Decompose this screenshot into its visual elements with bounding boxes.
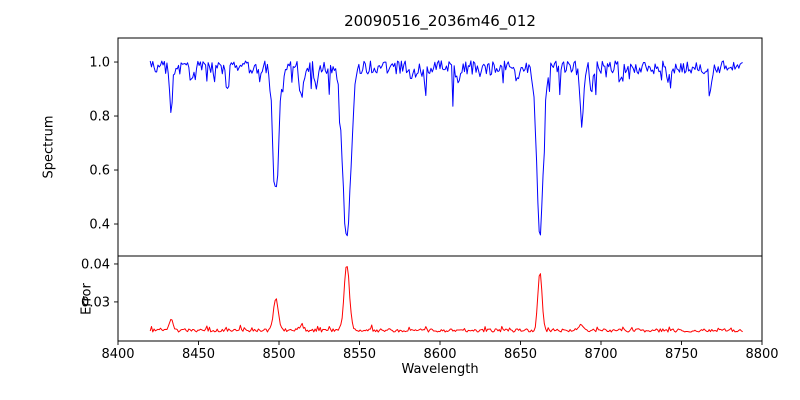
y-tick-label: 0.4 <box>89 218 110 233</box>
x-tick-label: 8600 <box>423 347 456 362</box>
y-tick-label: 0.04 <box>81 257 110 272</box>
error-axes-border <box>117 255 763 342</box>
x-tick-label: 8500 <box>262 347 295 362</box>
y-tick-label: 1.0 <box>89 56 110 71</box>
spectrum-line <box>149 60 743 237</box>
y-tick-label: 0.6 <box>89 164 110 179</box>
x-tick-label: 8700 <box>584 347 617 362</box>
x-tick-label: 8750 <box>665 347 698 362</box>
x-axis-label: Wavelength <box>401 362 479 377</box>
error-line <box>149 266 743 333</box>
x-tick-label: 8650 <box>504 347 537 362</box>
x-tick-label: 8550 <box>343 347 376 362</box>
x-tick-label: 8450 <box>182 347 215 362</box>
x-tick-label: 8400 <box>101 347 134 362</box>
chart-title: 20090516_2036m46_012 <box>344 12 536 30</box>
x-tick-label: 8800 <box>745 347 778 362</box>
y-tick-label: 0.8 <box>89 110 110 125</box>
y-tick-label: 0.03 <box>81 295 110 310</box>
